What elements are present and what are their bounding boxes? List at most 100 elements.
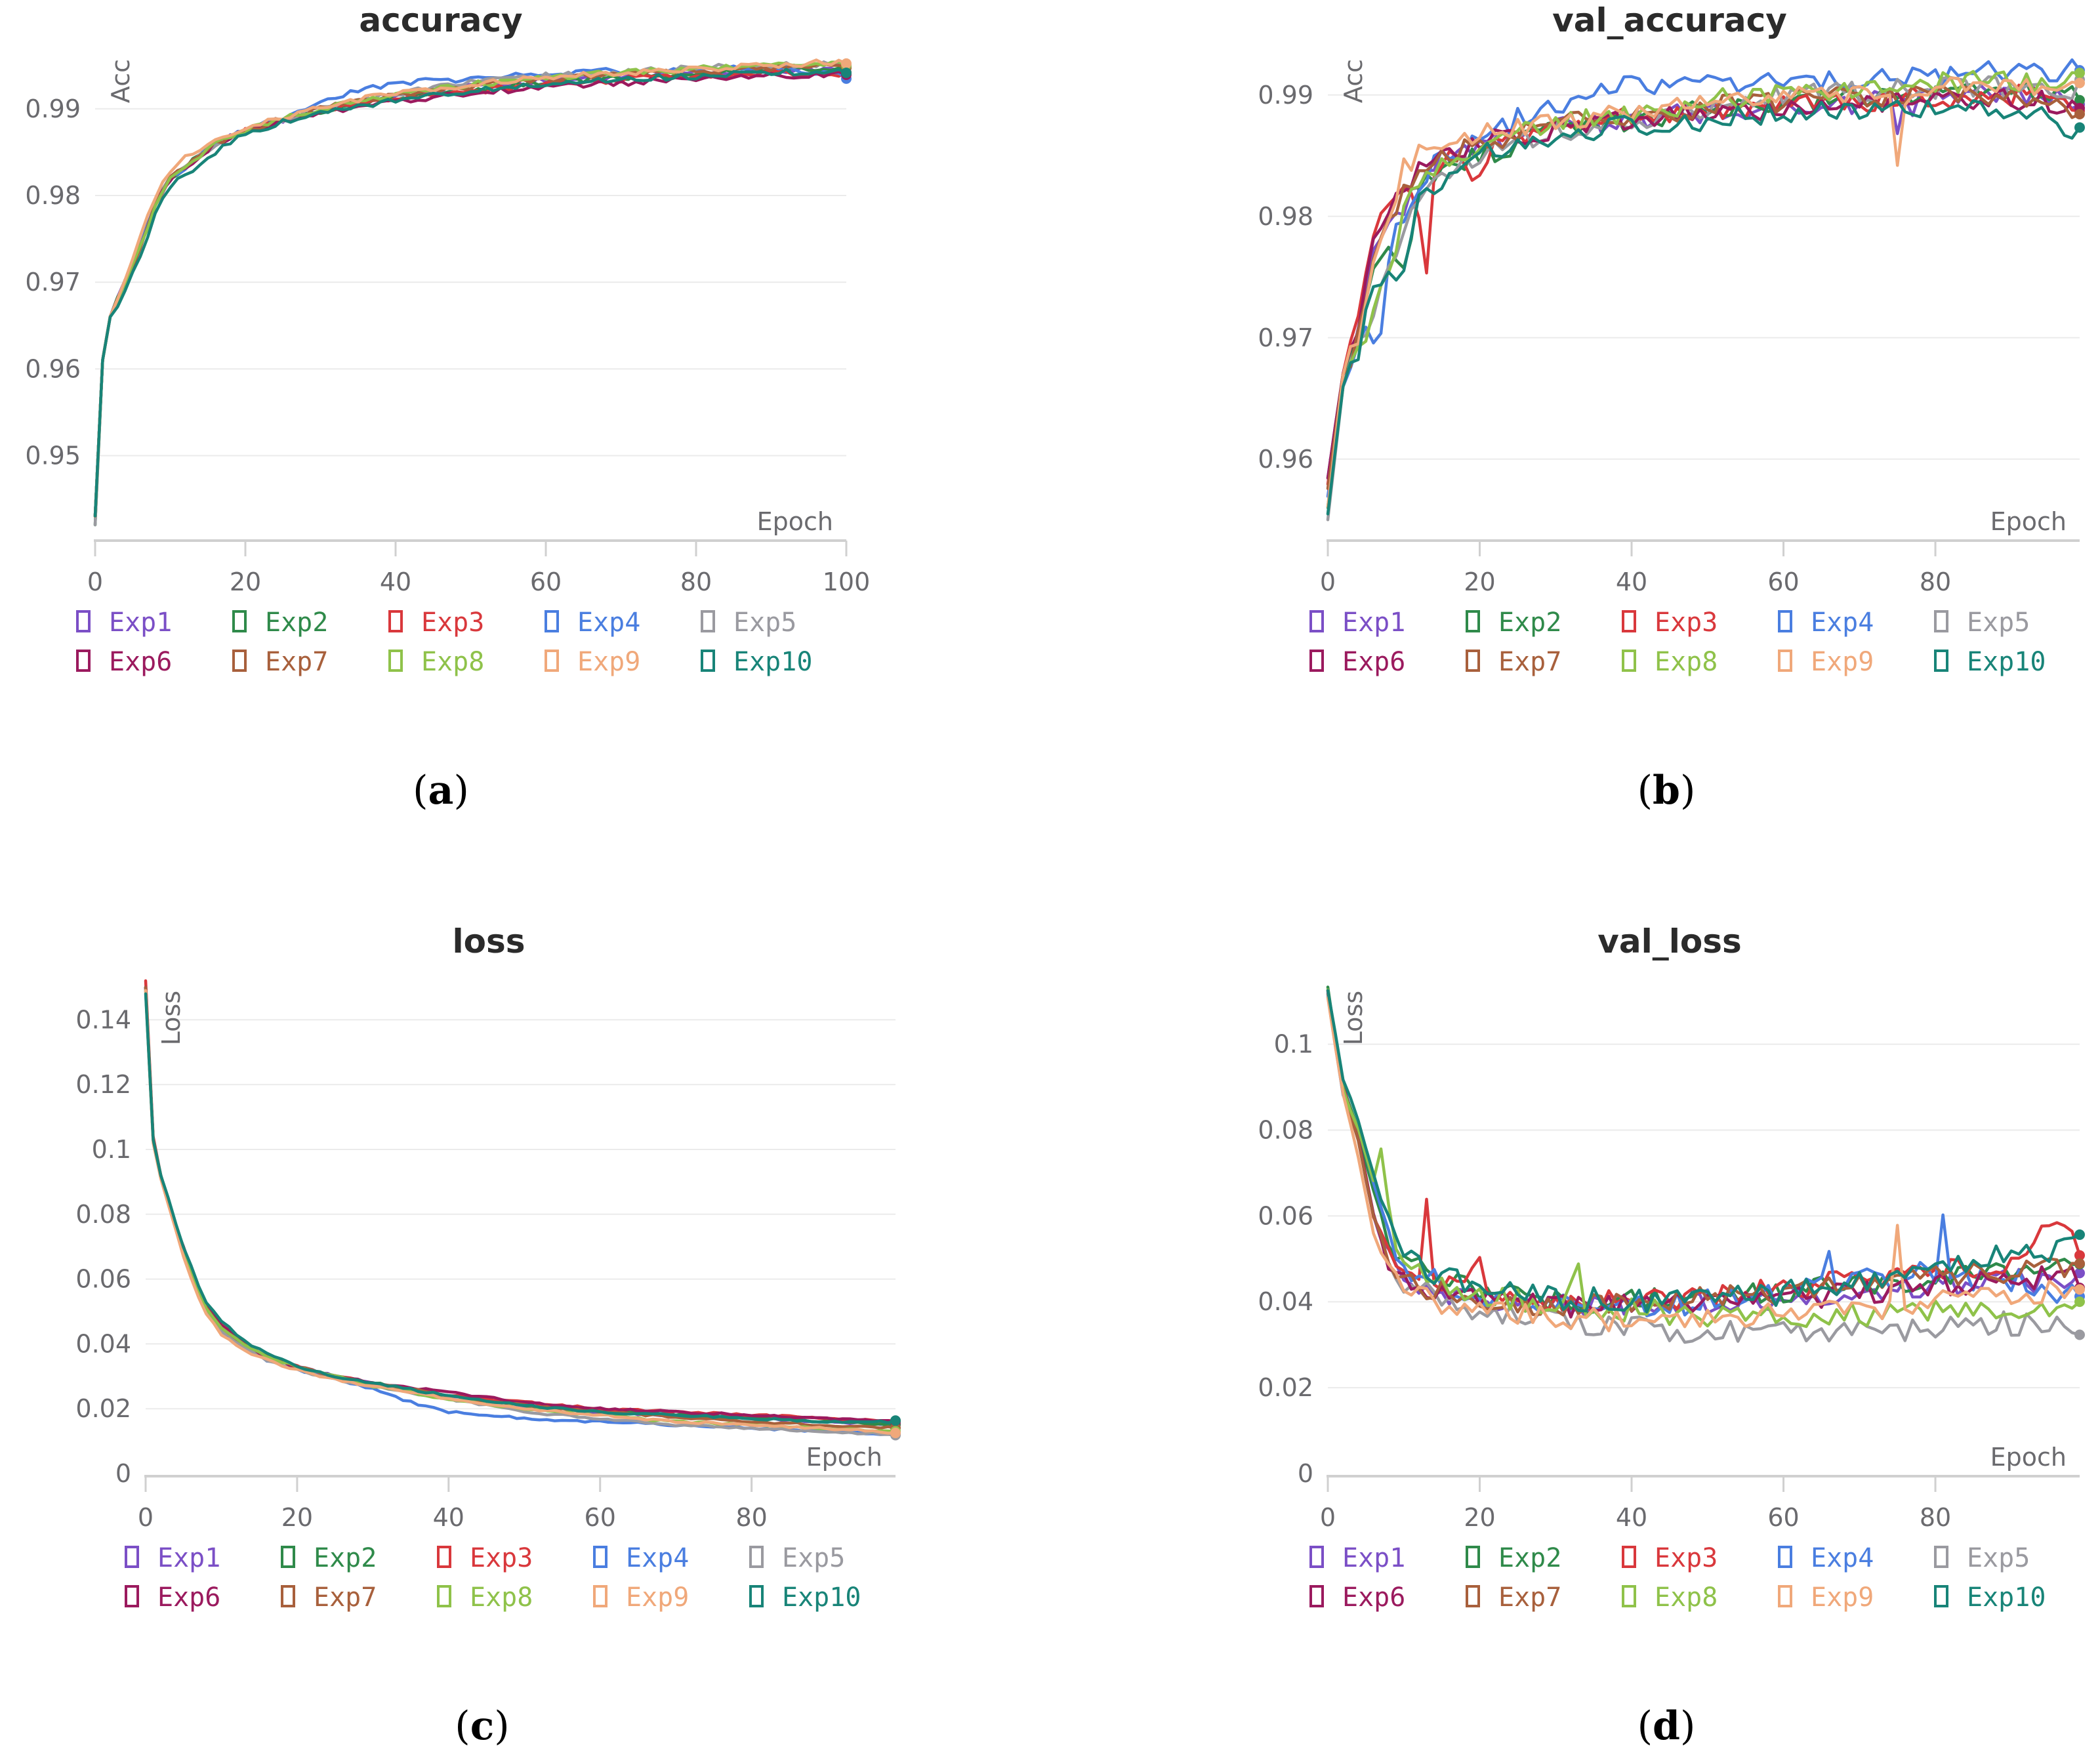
- legend-item-exp7[interactable]: Exp7: [1466, 1582, 1561, 1613]
- legend-item-exp1[interactable]: Exp1: [1309, 608, 1405, 638]
- legend-item-exp8[interactable]: Exp8: [1622, 1582, 1718, 1613]
- legend-label: Exp8: [1655, 647, 1718, 677]
- legend-swatch: [545, 610, 559, 632]
- chart-title: val_accuracy: [1552, 1, 1787, 39]
- panel-caption: (c): [455, 1703, 509, 1749]
- legend-item-exp6[interactable]: Exp6: [125, 1582, 220, 1613]
- y-tick-label: 0.04: [1258, 1287, 1313, 1316]
- series-endpoint-exp9: [841, 58, 852, 69]
- legend-swatch: [388, 610, 403, 632]
- legend-item-exp10[interactable]: Exp10: [1934, 647, 2046, 677]
- series-line-exp3: [93, 68, 848, 518]
- chart-title: loss: [452, 922, 525, 960]
- series-endpoint-exp3: [2074, 1250, 2085, 1261]
- y-tick-label: 0.08: [1258, 1115, 1313, 1144]
- x-tick-label: 20: [1464, 1503, 1495, 1532]
- legend-swatch: [1622, 1546, 1636, 1568]
- legend-item-exp5[interactable]: Exp5: [1934, 608, 2030, 638]
- legend-item-exp9[interactable]: Exp9: [1778, 647, 1874, 677]
- legend-item-exp5[interactable]: Exp5: [1934, 1543, 2030, 1573]
- legend-item-exp9[interactable]: Exp9: [545, 647, 640, 677]
- legend-label: Exp5: [733, 608, 796, 638]
- legend-label: Exp1: [157, 1543, 220, 1573]
- legend-item-exp5[interactable]: Exp5: [749, 1543, 845, 1573]
- legend-item-exp3[interactable]: Exp3: [1622, 1543, 1718, 1573]
- legend-item-exp2[interactable]: Exp2: [232, 608, 328, 638]
- legend-item-exp10[interactable]: Exp10: [701, 647, 812, 677]
- legend-item-exp3[interactable]: Exp3: [437, 1543, 533, 1573]
- series-line-exp9: [144, 989, 897, 1435]
- series-line-exp7: [1326, 989, 2082, 1317]
- legend-item-exp6[interactable]: Exp6: [1309, 647, 1405, 677]
- x-axis-label: Epoch: [806, 1443, 882, 1472]
- series-line-exp4: [93, 62, 848, 518]
- legend-swatch: [388, 650, 403, 672]
- legend-label: Exp8: [1655, 1582, 1718, 1613]
- legend-label: Exp5: [1967, 1543, 2030, 1573]
- series-line-exp1: [1326, 84, 2082, 480]
- series-line-exp5: [1326, 75, 2082, 522]
- panel-caption: (b): [1637, 768, 1696, 814]
- legend-label: Exp10: [782, 1582, 861, 1613]
- legend-swatch: [1778, 1585, 1792, 1607]
- series-line-exp6: [1326, 989, 2082, 1319]
- legend-item-exp6[interactable]: Exp6: [1309, 1582, 1405, 1613]
- x-axis-label: Epoch: [1990, 1443, 2067, 1472]
- series-line-exp6: [1326, 88, 2082, 480]
- legend-item-exp2[interactable]: Exp2: [1466, 1543, 1561, 1573]
- legend-swatch: [1934, 1585, 1948, 1607]
- legend-item-exp1[interactable]: Exp1: [76, 608, 172, 638]
- legend-item-exp4[interactable]: Exp4: [545, 608, 640, 638]
- series-line-exp5: [1326, 993, 2082, 1344]
- legend-item-exp1[interactable]: Exp1: [1309, 1543, 1405, 1573]
- legend-item-exp7[interactable]: Exp7: [1466, 647, 1561, 677]
- legend-item-exp7[interactable]: Exp7: [232, 647, 328, 677]
- legend-label: Exp2: [265, 608, 328, 638]
- x-tick-label: 40: [1616, 1503, 1647, 1532]
- series-line-exp6: [93, 70, 848, 518]
- legend-item-exp10[interactable]: Exp10: [1934, 1582, 2046, 1613]
- legend-swatch: [1466, 610, 1480, 632]
- legend-item-exp4[interactable]: Exp4: [1778, 608, 1874, 638]
- legend-label: Exp4: [1811, 608, 1874, 638]
- x-tick-label: 0: [1320, 1503, 1336, 1532]
- x-tick-label: 40: [380, 568, 411, 596]
- legend-swatch: [1622, 610, 1636, 632]
- legend-item-exp1[interactable]: Exp1: [125, 1543, 220, 1573]
- legend-item-exp9[interactable]: Exp9: [593, 1582, 689, 1613]
- legend-swatch: [232, 610, 247, 632]
- x-tick-label: 60: [585, 1503, 616, 1532]
- legend-label: Exp3: [1655, 1543, 1718, 1573]
- y-tick-label: 0.99: [1258, 81, 1313, 110]
- legend-item-exp9[interactable]: Exp9: [1778, 1582, 1874, 1613]
- legend-item-exp4[interactable]: Exp4: [593, 1543, 689, 1573]
- x-tick-label: 0: [1320, 568, 1336, 596]
- legend-swatch: [749, 1585, 764, 1607]
- legend-item-exp8[interactable]: Exp8: [1622, 647, 1718, 677]
- legend-item-exp10[interactable]: Exp10: [749, 1582, 861, 1613]
- panel-caption: (d): [1637, 1703, 1696, 1749]
- legend-label: Exp4: [577, 608, 640, 638]
- series-endpoint-exp9: [890, 1428, 901, 1439]
- y-tick-label: 0.97: [25, 268, 81, 297]
- legend-label: Exp8: [470, 1582, 533, 1613]
- legend-item-exp5[interactable]: Exp5: [701, 608, 796, 638]
- legend-label: Exp9: [1811, 647, 1874, 677]
- legend-item-exp7[interactable]: Exp7: [281, 1582, 377, 1613]
- legend-item-exp3[interactable]: Exp3: [1622, 608, 1718, 638]
- y-tick-label: 0.96: [1258, 445, 1313, 474]
- series-endpoint-exp7: [2074, 109, 2085, 120]
- caption-letter: b: [1653, 768, 1680, 814]
- legend-label: Exp5: [782, 1543, 845, 1573]
- legend-item-exp2[interactable]: Exp2: [281, 1543, 377, 1573]
- legend-item-exp4[interactable]: Exp4: [1778, 1543, 1874, 1573]
- legend-item-exp2[interactable]: Exp2: [1466, 608, 1561, 638]
- legend-item-exp3[interactable]: Exp3: [388, 608, 484, 638]
- legend-item-exp6[interactable]: Exp6: [76, 647, 172, 677]
- legend-item-exp8[interactable]: Exp8: [437, 1582, 533, 1613]
- legend-label: Exp9: [577, 647, 640, 677]
- chart-title: val_loss: [1597, 922, 1741, 960]
- series-line-exp2: [144, 985, 897, 1428]
- legend-item-exp8[interactable]: Exp8: [388, 647, 484, 677]
- y-tick-label: 0.97: [1258, 323, 1313, 352]
